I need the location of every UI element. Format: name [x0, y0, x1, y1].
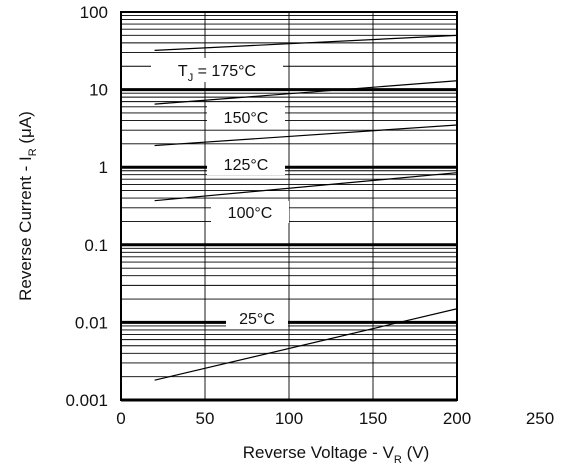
series-label-background	[207, 106, 285, 128]
series-label-background	[151, 58, 283, 82]
y-tick-label: 0.1	[84, 236, 108, 255]
x-tick-labels: 0 50 100 150 200 250	[116, 409, 554, 428]
chart-series	[154, 34, 458, 381]
x-tick-label: 50	[196, 409, 215, 428]
y-tick-label: 0.001	[65, 391, 108, 410]
y-tick-label: 1	[99, 158, 108, 177]
series-label: 150°C	[224, 110, 269, 127]
series-label-background	[211, 201, 289, 223]
chart-grid	[121, 12, 457, 402]
series-label: 25°C	[239, 311, 275, 328]
series-labels: TJ = 175°C 150°C 125°C 100°C 25°C	[151, 58, 289, 329]
x-tick-label: 200	[443, 409, 471, 428]
y-tick-label: 10	[89, 81, 108, 100]
x-tick-label: 150	[359, 409, 387, 428]
series-line	[154, 172, 458, 202]
x-axis-title: Reverse Voltage - VR (V)	[243, 443, 430, 466]
series-label-background	[207, 153, 285, 175]
series-label: 125°C	[224, 157, 269, 174]
series-line	[154, 124, 458, 147]
x-tick-label: 250	[526, 409, 554, 428]
series-label: TJ = 175°C	[178, 63, 256, 84]
series-label: 100°C	[228, 205, 273, 222]
series-label-background	[226, 307, 288, 329]
plot-frame	[120, 11, 458, 401]
series-line	[154, 80, 458, 105]
y-tick-label: 0.01	[75, 313, 108, 332]
y-tick-labels: 100 10 1 0.1 0.01 0.001	[65, 3, 108, 410]
x-tick-label: 100	[275, 409, 303, 428]
y-tick-label: 100	[80, 3, 108, 22]
series-line	[154, 308, 458, 381]
x-tick-label: 0	[116, 409, 125, 428]
y-axis-title: Reverse Current - IR (μA)	[16, 111, 39, 301]
series-line	[154, 34, 458, 51]
